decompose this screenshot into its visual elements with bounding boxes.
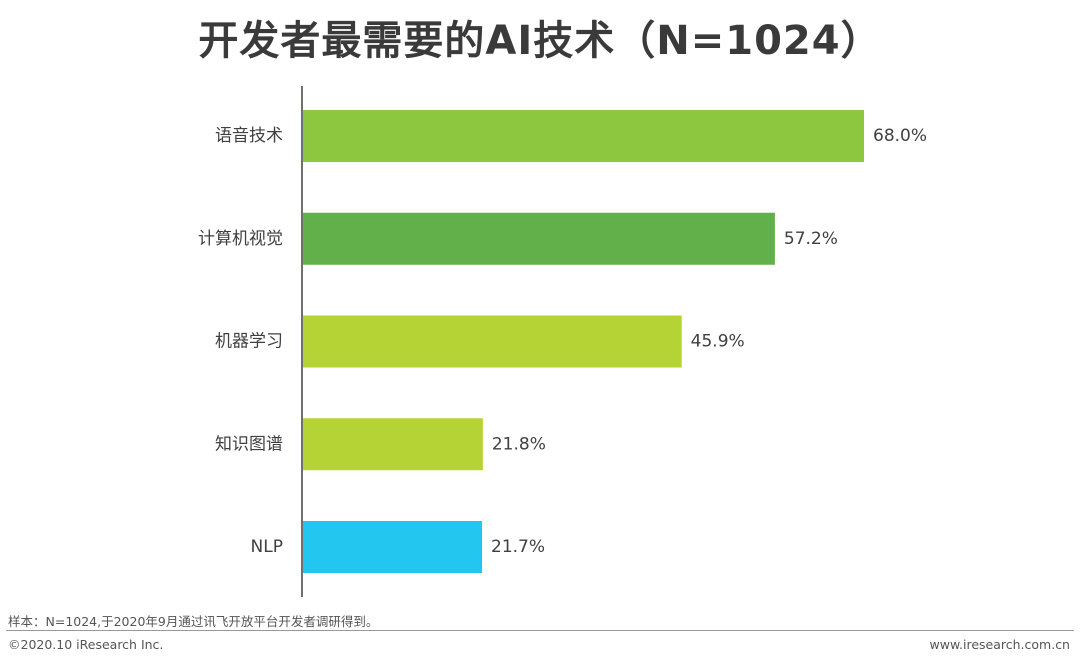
bar-4 [303, 418, 483, 471]
value-label-5: 21.7% [491, 537, 545, 557]
category-label-3: 机器学习 [215, 332, 283, 352]
bar-1 [303, 110, 864, 162]
bar-2 [303, 212, 775, 265]
category-label-4: 知识图谱 [215, 434, 283, 454]
footer-divider [6, 630, 1074, 631]
category-label-2: 计算机视觉 [198, 229, 283, 249]
website-link[interactable]: www.iresearch.com.cn [929, 637, 1071, 652]
copyright-text: ©2020.10 iResearch Inc. [8, 637, 164, 652]
value-label-3: 45.9% [691, 332, 745, 352]
value-label-4: 21.8% [492, 434, 546, 454]
sample-note: 样本：N=1024,于2020年9月通过讯飞开放平台开发者调研得到。 [8, 614, 379, 629]
value-label-2: 57.2% [784, 229, 838, 249]
category-label-5: NLP [251, 537, 283, 557]
value-label-1: 68.0% [873, 126, 927, 146]
category-label-1: 语音技术 [215, 126, 283, 146]
bar-3 [303, 315, 682, 368]
bar-5 [303, 521, 483, 573]
bar-chart: 语音技术 68.0% 计算机视觉 57.2% 机器学习 45.9% 知识图谱 21.8% NLP… [198, 86, 927, 597]
chart-title: 开发者最需要的AI技术（N=1024） [198, 18, 882, 64]
bars-group: 语音技术 68.0% 计算机视觉 57.2% 机器学习 45.9% 知识图谱 21.8% NLP… [198, 110, 927, 573]
